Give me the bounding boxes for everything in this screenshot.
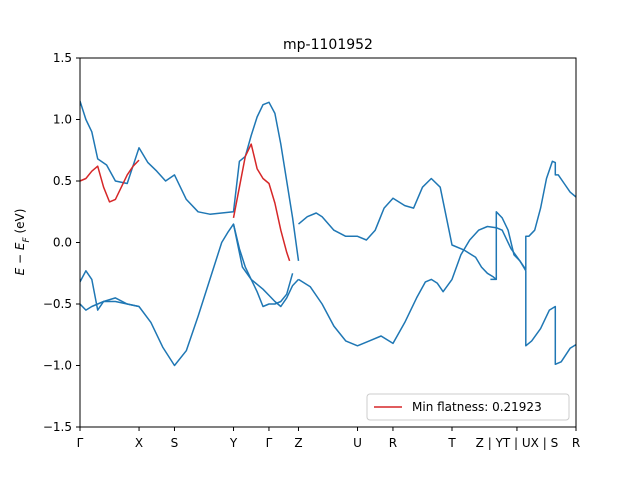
legend: Min flatness: 0.21923	[366, 393, 570, 421]
band-line-6	[490, 160, 576, 281]
series-layer	[80, 100, 576, 367]
x-tick-label: X	[135, 436, 143, 450]
legend-box	[366, 393, 570, 421]
x-tick-label: R	[389, 436, 397, 450]
x-tick-label: Y	[229, 436, 238, 450]
band-line-2	[80, 270, 140, 311]
x-tick-label: U	[353, 436, 362, 450]
x-tick-label: Γ	[77, 436, 84, 450]
band-line-3	[232, 223, 294, 308]
x-tick-label: Γ	[266, 436, 273, 450]
y-axis-label-unit: (eV)	[13, 209, 27, 238]
chart-title: mp-1101952	[283, 37, 373, 53]
x-tick-label: T	[447, 436, 456, 450]
y-axis-label-sub: F	[22, 237, 32, 243]
band-line-1	[80, 223, 300, 367]
x-tick-label: Z | YT | UX | S	[476, 436, 559, 450]
y-tick-label: −1.0	[43, 359, 72, 373]
y-tick-label: 0.5	[53, 174, 72, 188]
x-tick-label: Z	[294, 436, 302, 450]
band-line-7	[496, 227, 576, 366]
x-tick-label: S	[171, 436, 179, 450]
x-tick-label: R	[572, 436, 580, 450]
y-tick-label: 1.0	[53, 113, 72, 127]
y-axis-label: E − EF (eV)	[13, 209, 32, 276]
band-line-0	[80, 100, 300, 262]
legend-label: Min flatness: 0.21923	[412, 400, 542, 414]
band-line-5	[298, 225, 497, 347]
flat-band-line-9	[232, 143, 291, 262]
flat-band-line-8	[80, 159, 140, 203]
y-tick-label: 0.0	[53, 236, 72, 250]
y-tick-label: −1.5	[43, 420, 72, 434]
band-line-4	[298, 177, 497, 280]
y-axis-label-main: E − E	[13, 242, 27, 275]
y-tick-label: 1.5	[53, 51, 72, 65]
y-axis: −1.5 −1.0 −0.5 0.0 0.5 1.0 1.5	[43, 51, 80, 434]
y-tick-label: −0.5	[43, 297, 72, 311]
x-axis: Γ X S Y Γ Z U R T Z | YT | UX | S R	[77, 427, 580, 450]
